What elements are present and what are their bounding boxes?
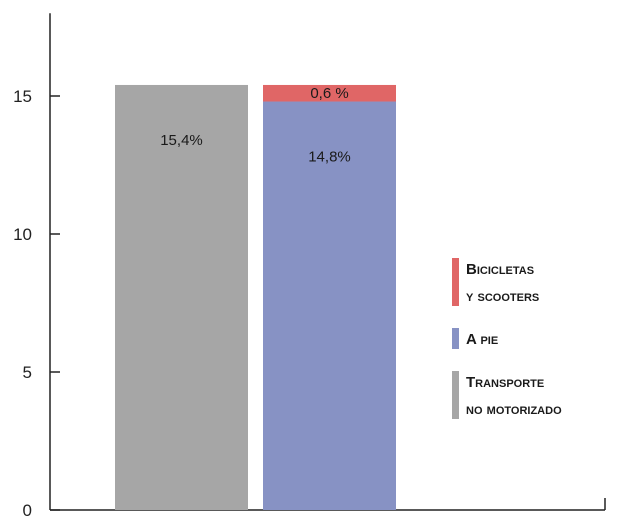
legend-label-a_pie: A pie	[466, 331, 498, 348]
bar-segment-bicicletas	[263, 84, 396, 102]
y-tick-label: 0	[23, 501, 32, 520]
legend-swatch-a_pie	[452, 328, 459, 349]
legend-swatch-transporte	[452, 371, 459, 419]
legend-label-bicicletas: y scooters	[466, 288, 539, 305]
data-label-bicicletas: 0,6 %	[310, 85, 348, 102]
y-tick-label: 15	[13, 87, 32, 106]
data-labels: 15,4% 14,8% 0,6 %	[160, 85, 351, 165]
data-label-a_pie: 14,8%	[308, 149, 351, 166]
legend-label-bicicletas: Bicicletas	[466, 261, 534, 278]
bar-segment-a_pie	[263, 101, 396, 511]
y-tick-label: 10	[13, 225, 32, 244]
legend-label-transporte: no motorizado	[466, 401, 562, 418]
bars	[115, 84, 396, 511]
y-axis-ticks: 0 5 10 15	[13, 87, 60, 520]
y-tick-label: 5	[23, 363, 32, 382]
legend-label-transporte: Transporte	[466, 374, 544, 391]
legend: Bicicletas y scooters A pie Transporte no mo…	[452, 258, 562, 419]
legend-swatch-bicicletas	[452, 258, 459, 306]
bar-segment-transporte	[115, 84, 248, 511]
data-label-transporte: 15,4%	[160, 132, 203, 149]
